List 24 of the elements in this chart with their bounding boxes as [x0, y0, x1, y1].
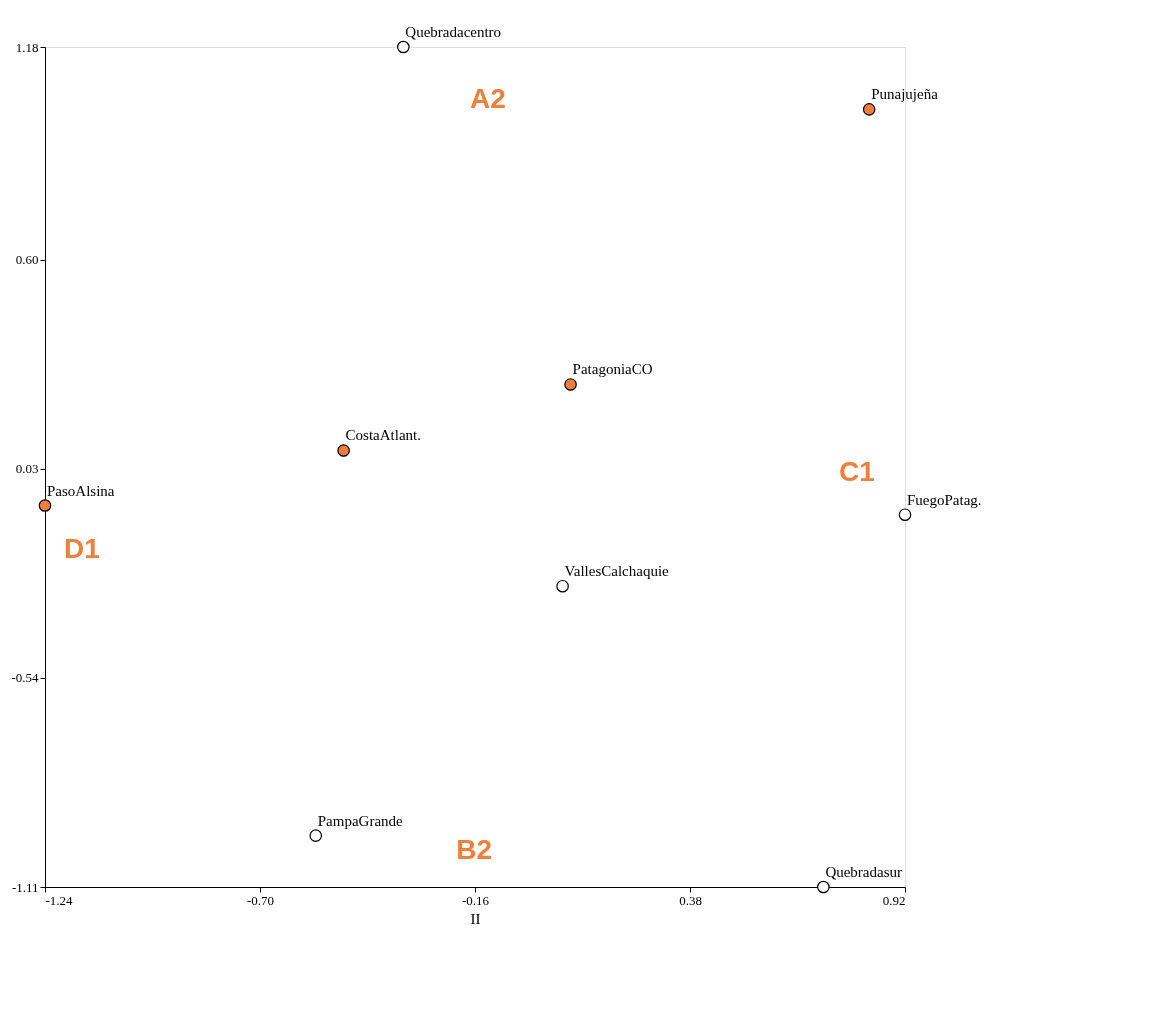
annotation: D1 [64, 533, 100, 565]
annotation: C1 [838, 455, 875, 487]
y-tick-label: -0.54 [11, 670, 39, 686]
x-tick-label: -0.70 [246, 892, 275, 908]
x-tick-label: -0.16 [461, 892, 490, 908]
x-tick-label: 0.38 [679, 892, 702, 908]
annotation: A2 [470, 82, 506, 114]
data-label: CostaAtlant. [345, 427, 422, 444]
data-label: Quebradasur [825, 864, 903, 880]
y-tick-label: -1.11 [11, 879, 39, 895]
data-label: Quebradacentro [405, 24, 502, 40]
x-tick-label: 0.92 [882, 892, 906, 908]
y-tick-label: 1.18 [15, 39, 39, 55]
data-label: PampaGrande [317, 812, 404, 829]
data-label: PasoAlsina [47, 482, 115, 499]
y-tick-label: 0.03 [15, 461, 39, 477]
data-label: FuegoPatag. [907, 491, 982, 508]
x-tick-label: -1.24 [45, 892, 74, 908]
x-axis-title: II [470, 910, 481, 927]
data-label: PatagoniaCO [572, 361, 653, 378]
data-label: VallesCalchaquie [564, 563, 670, 580]
data-label: Punajujeña [871, 86, 939, 103]
y-tick-label: 0.60 [15, 252, 39, 268]
annotation: B2 [456, 833, 493, 865]
